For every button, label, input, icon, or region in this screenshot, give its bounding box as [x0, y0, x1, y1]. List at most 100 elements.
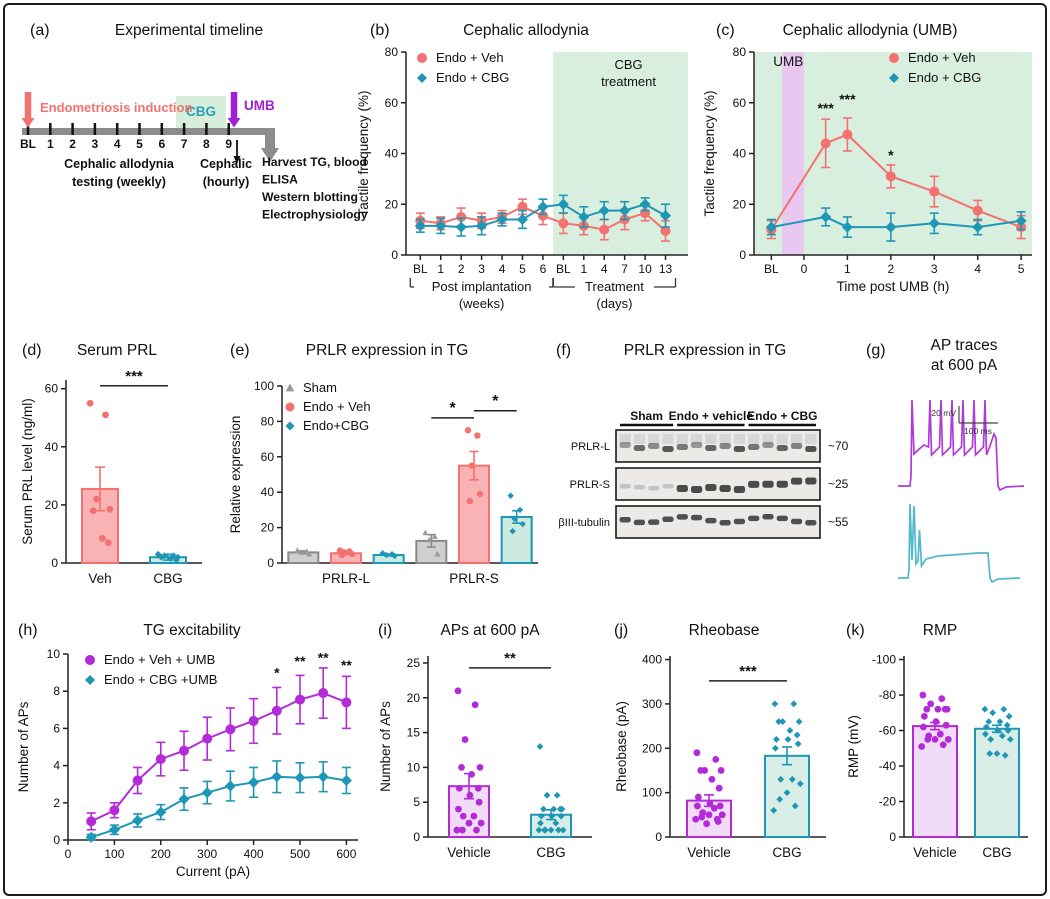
svg-text:Endo + Veh: Endo + Veh [436, 50, 504, 65]
svg-text:**: ** [318, 649, 329, 665]
panel-e-letter: (e) [230, 342, 250, 359]
svg-text:Endo + CBG +UMB: Endo + CBG +UMB [104, 672, 217, 687]
panel-k-title: RMP [922, 622, 958, 639]
svg-text:10: 10 [47, 647, 61, 661]
svg-text:1: 1 [437, 262, 444, 276]
panel-k: (k) RMP -100 -80 -60 -40 -20 0 Vehicle CBG RMP (… [840, 612, 1040, 892]
svg-text:~25: ~25 [828, 477, 849, 491]
svg-text:Serum PRL level (ng/ml): Serum PRL level (ng/ml) [20, 398, 35, 545]
svg-text:1: 1 [580, 262, 587, 276]
svg-text:Cephalic allodynia: Cephalic allodynia [64, 157, 175, 171]
svg-text:Western blotting: Western blotting [262, 190, 358, 204]
panel-d: (d) Serum PRL 0 20 40 60 Veh CBG *** Serum PRL … [14, 328, 220, 614]
svg-text:60: 60 [385, 96, 399, 110]
svg-text:Number of APs: Number of APs [16, 701, 31, 792]
svg-text:60: 60 [261, 450, 275, 464]
svg-text:*: * [274, 664, 280, 680]
panel-a: (a) Experimental timeline CBG BL 1 2 3 4 5 6 7 8 9… [14, 16, 368, 316]
svg-text:20: 20 [261, 521, 275, 535]
svg-text:BL: BL [20, 137, 36, 151]
panel-c-letter: (c) [716, 22, 735, 39]
svg-text:6: 6 [158, 137, 165, 151]
panel-e: (e) PRLR expression in TG 0 20 40 60 80 100 PR… [222, 328, 552, 614]
svg-text:0: 0 [267, 556, 274, 570]
svg-text:Tactile frequency (%): Tactile frequency (%) [702, 90, 717, 216]
svg-text:**: ** [504, 650, 516, 667]
svg-text:βIII-tubulin: βIII-tubulin [558, 517, 610, 529]
svg-text:20: 20 [45, 498, 59, 512]
panel-j-letter: (j) [614, 622, 629, 639]
svg-text:13: 13 [659, 262, 673, 276]
svg-text:Treatment: Treatment [585, 279, 644, 294]
svg-text:2: 2 [53, 796, 60, 810]
panel-j-title: Rheobase [688, 622, 760, 639]
svg-text:7: 7 [621, 262, 628, 276]
svg-text:***: *** [839, 91, 856, 107]
svg-text:0: 0 [391, 248, 398, 262]
panel-h-letter: (h) [18, 622, 38, 639]
panel-b-letter: (b) [370, 22, 390, 39]
panel-i-title: APs at 600 pA [440, 622, 540, 639]
svg-text:Cephalic: Cephalic [200, 157, 252, 171]
svg-text:RMP (mV): RMP (mV) [846, 715, 861, 778]
svg-text:20: 20 [733, 197, 747, 211]
svg-text:4: 4 [499, 262, 506, 276]
svg-text:***: *** [739, 663, 757, 680]
svg-text:Endo + CBG: Endo + CBG [747, 409, 817, 423]
svg-text:-60: -60 [879, 724, 897, 738]
svg-text:600: 600 [336, 847, 356, 861]
svg-text:UMB: UMB [244, 98, 275, 113]
svg-text:80: 80 [733, 45, 747, 59]
svg-text:0: 0 [53, 833, 60, 847]
svg-text:0: 0 [51, 556, 58, 570]
svg-text:*: * [450, 400, 457, 417]
rmp-bar-chart: -100 -80 -60 -40 -20 0 Vehicle CBG RMP (mV) [846, 653, 1028, 860]
svg-text:2: 2 [69, 137, 76, 151]
panel-f-title: PRLR expression in TG [623, 342, 787, 359]
svg-text:Vehicle: Vehicle [913, 845, 957, 860]
svg-text:***: *** [125, 368, 143, 385]
svg-text:-20: -20 [879, 795, 897, 809]
svg-text:***: *** [817, 100, 834, 116]
svg-text:(hourly): (hourly) [203, 175, 250, 189]
svg-text:4: 4 [601, 262, 608, 276]
svg-text:4: 4 [974, 262, 981, 276]
svg-text:Endometriosis induction: Endometriosis induction [40, 100, 192, 115]
svg-text:Current (pA): Current (pA) [176, 864, 250, 879]
svg-text:5: 5 [136, 137, 143, 151]
svg-text:40: 40 [45, 440, 59, 454]
svg-text:5: 5 [519, 262, 526, 276]
svg-text:0: 0 [889, 830, 896, 844]
svg-text:0: 0 [413, 830, 420, 844]
svg-text:200: 200 [642, 741, 662, 755]
svg-text:Endo + Veh: Endo + Veh [303, 399, 371, 414]
panel-h-title: TG excitability [143, 622, 241, 639]
svg-text:PRLR-L: PRLR-L [571, 441, 610, 453]
svg-text:Vehicle: Vehicle [447, 845, 491, 860]
svg-text:10: 10 [638, 262, 652, 276]
svg-text:2: 2 [887, 262, 894, 276]
svg-text:treatment: treatment [601, 74, 656, 89]
svg-text:Sham: Sham [303, 380, 337, 395]
svg-text:80: 80 [385, 45, 399, 59]
svg-text:BL: BL [413, 262, 428, 276]
panel-b-title: Cephalic allodynia [463, 22, 589, 39]
svg-text:-80: -80 [879, 688, 897, 702]
svg-text:400: 400 [244, 847, 264, 861]
svg-text:100 ms: 100 ms [964, 426, 992, 436]
svg-text:25: 25 [407, 656, 421, 670]
svg-text:100: 100 [254, 379, 274, 393]
svg-text:Veh: Veh [88, 571, 111, 586]
svg-text:Electrophysiology: Electrophysiology [262, 208, 368, 222]
svg-text:200: 200 [151, 847, 171, 861]
svg-text:CBG: CBG [153, 571, 182, 586]
svg-text:9: 9 [225, 137, 232, 151]
svg-text:CBG: CBG [186, 104, 216, 119]
svg-text:100: 100 [104, 847, 124, 861]
svg-text:BL: BL [556, 262, 571, 276]
panel-e-title: PRLR expression in TG [305, 342, 469, 359]
panel-j: (j) Rheobase 0 100 200 300 400 Vehicle CBG *** R… [608, 612, 840, 892]
svg-text:*: * [888, 147, 894, 163]
svg-text:300: 300 [642, 697, 662, 711]
